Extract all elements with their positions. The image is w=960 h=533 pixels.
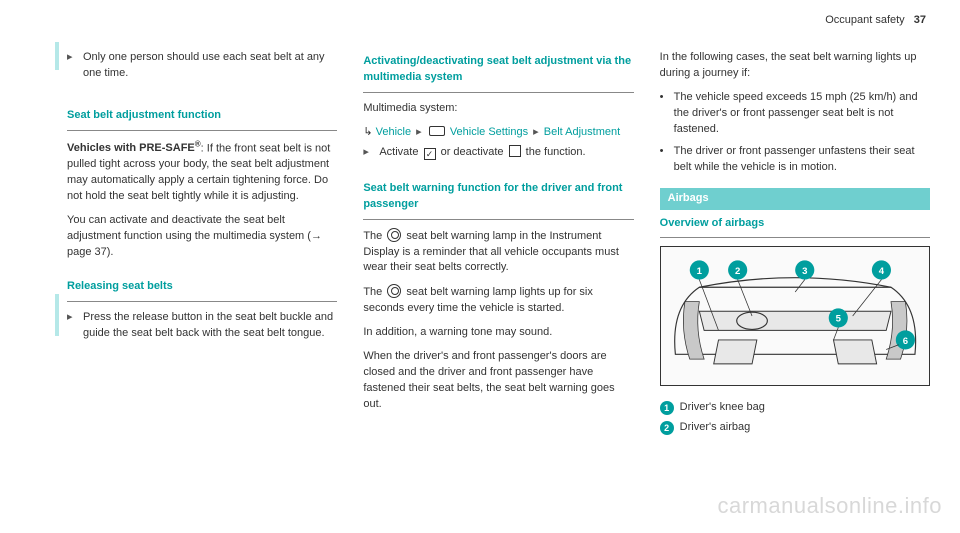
nav-arrow-icon: ↳ (363, 126, 372, 138)
airbag-svg: 1 2 3 4 5 6 (661, 247, 929, 385)
nav-settings: Vehicle Settings (450, 126, 528, 138)
airbag-figure: 1 2 3 4 5 6 (660, 246, 930, 386)
divider (363, 219, 633, 220)
list-item: ▸ Only one person should use each seat b… (67, 50, 337, 82)
nav-sep-icon: ▸ (533, 126, 539, 138)
multimedia-label: Multimedia system: (363, 101, 633, 117)
divider (67, 301, 337, 302)
legend-item: 2 Driver's airbag (660, 420, 930, 436)
bullet-icon: ▸ (363, 145, 379, 161)
columns: ▸ Only one person should use each seat b… (55, 50, 930, 440)
heading-releasing: Releasing seat belts (67, 279, 337, 295)
legend-num-icon: 2 (660, 421, 674, 435)
header-section: Occupant safety (825, 14, 905, 26)
legend-text: Driver's airbag (680, 420, 751, 436)
list-item: • The driver or front passenger unfasten… (660, 144, 930, 176)
nav-vehicle: Vehicle (376, 126, 411, 138)
heading-warning-function: Seat belt warning function for the drive… (363, 181, 633, 213)
page: Occupant safety 37 ▸ Only one person sho… (0, 0, 960, 533)
checkbox-off-icon (509, 145, 521, 157)
text-part: seat belt warning lamp in the Instrument… (363, 230, 619, 274)
svg-text:6: 6 (902, 336, 907, 347)
heading-activating: Activating/deactivating seat belt adjust… (363, 54, 633, 86)
watermark: carmanualsonline.info (717, 493, 942, 519)
column-2: Activating/deactivating seat belt adjust… (363, 50, 633, 440)
section-airbags: Airbags (660, 188, 930, 210)
text-part: the function. (523, 146, 586, 158)
dot-icon: • (660, 144, 674, 176)
activate-text: Activate ✓ or deactivate the function. (379, 145, 633, 161)
list-item: ▸ Activate ✓ or deactivate the function. (363, 145, 633, 161)
car-icon (429, 126, 445, 136)
nav-sep-icon: ▸ (416, 126, 422, 138)
heading-overview-airbags: Overview of airbags (660, 216, 930, 232)
svg-text:4: 4 (878, 266, 884, 277)
page-header: Occupant safety 37 (825, 14, 926, 26)
svg-text:1: 1 (696, 266, 702, 277)
svg-text:2: 2 (735, 266, 740, 277)
column-1: ▸ Only one person should use each seat b… (55, 50, 337, 440)
paragraph: In addition, a warning tone may sound. (363, 325, 633, 341)
intro-text: In the following cases, the seat belt wa… (660, 50, 930, 82)
text-part: The (363, 230, 385, 242)
li-text: The vehicle speed exceeds 15 mph (25 km/… (674, 90, 930, 138)
divider (660, 237, 930, 238)
legend-num-icon: 1 (660, 401, 674, 415)
svg-text:3: 3 (802, 266, 807, 277)
seatbelt-icon (387, 284, 401, 298)
checkbox-on-icon: ✓ (424, 148, 436, 160)
li-text: The driver or front passenger unfastens … (674, 144, 930, 176)
paragraph: When the driver's and front passenger's … (363, 349, 633, 413)
text-part: Activate (379, 146, 421, 158)
divider (363, 92, 633, 93)
bullet-icon: ▸ (67, 50, 83, 82)
release-text: Press the release button in the seat bel… (83, 310, 337, 342)
text-part: The (363, 286, 385, 298)
release-marker (55, 294, 59, 336)
legend-text: Driver's knee bag (680, 400, 765, 416)
bullet-icon: ▸ (67, 310, 83, 342)
legend-item: 1 Driver's knee bag (660, 400, 930, 416)
header-page-number: 37 (914, 14, 926, 26)
list-item: • The vehicle speed exceeds 15 mph (25 k… (660, 90, 930, 138)
paragraph: The seat belt warning lamp lights up for… (363, 284, 633, 317)
nav-path: ↳ Vehicle ▸ Vehicle Settings ▸ Belt Adju… (363, 125, 633, 141)
list-item: ▸ Press the release button in the seat b… (67, 310, 337, 342)
paragraph: The seat belt warning lamp in the Instru… (363, 228, 633, 277)
column-3: In the following cases, the seat belt wa… (660, 50, 930, 440)
svg-text:5: 5 (835, 314, 841, 325)
note-marker (55, 42, 59, 70)
paragraph: Vehicles with PRE-SAFE®: If the front se… (67, 139, 337, 205)
seatbelt-icon (387, 228, 401, 242)
text-part: or deactivate (438, 146, 507, 158)
note-text: Only one person should use each seat bel… (83, 50, 337, 82)
paragraph: You can activate and deactivate the seat… (67, 213, 337, 261)
dot-icon: • (660, 90, 674, 138)
divider (67, 130, 337, 131)
heading-seat-belt-adjustment: Seat belt adjustment function (67, 108, 337, 124)
nav-belt: Belt Adjustment (544, 126, 620, 138)
bold-label: Vehicles with PRE-SAFE (67, 142, 195, 154)
